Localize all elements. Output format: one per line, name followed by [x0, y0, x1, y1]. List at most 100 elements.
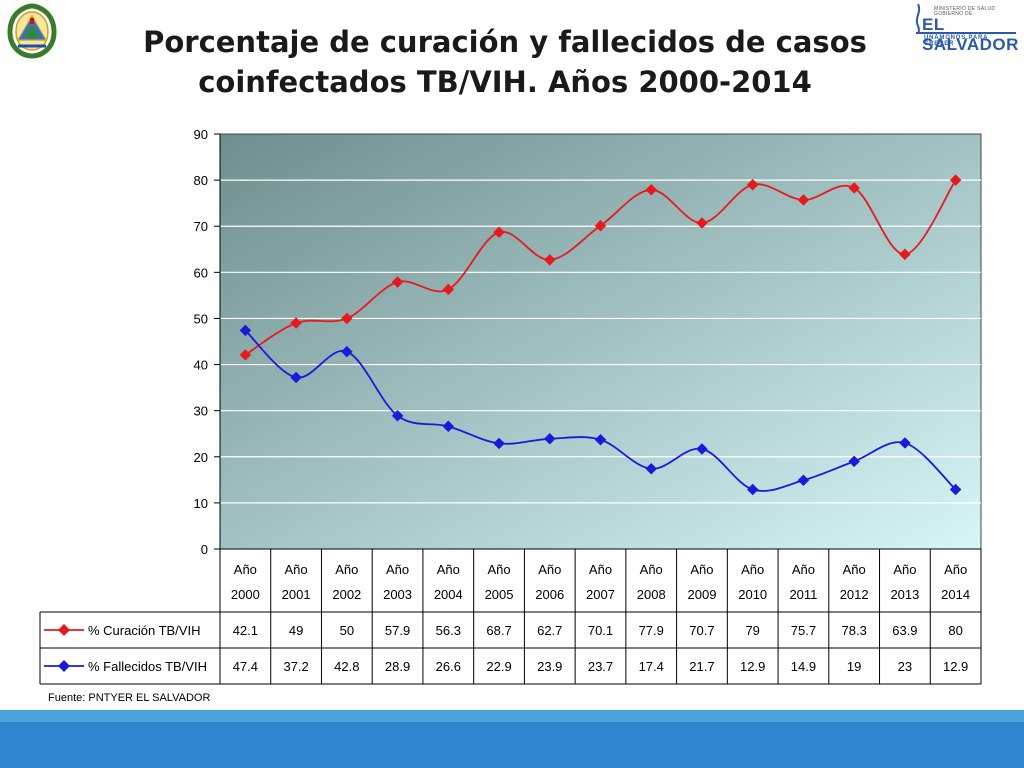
chart-title-line-1: Porcentaje de curación y fallecidos de c… [143, 25, 867, 59]
data-point-marker [594, 219, 607, 232]
data-point-marker [746, 178, 759, 191]
data-point-marker [391, 409, 404, 422]
x-tick-label: Año [893, 562, 916, 577]
logo-underline [916, 32, 1016, 34]
legend-label: % Curación TB/VIH [88, 623, 200, 638]
x-tick-label: 2008 [637, 587, 666, 602]
data-point-marker [340, 345, 353, 358]
data-point-marker [848, 455, 861, 468]
logo-slogan-text: UNÁMONOS PARA CRECER [924, 35, 989, 47]
el-salvador-coat-of-arms-logo [4, 2, 60, 60]
x-tick-label: 2005 [485, 587, 514, 602]
table-value: 79 [745, 623, 759, 638]
table-value: 28.9 [385, 659, 410, 674]
table-value: 42.1 [233, 623, 258, 638]
data-point-marker [797, 474, 810, 487]
table-value: 77.9 [639, 623, 664, 638]
data-point-marker [290, 371, 302, 384]
x-tick-label: 2013 [890, 587, 919, 602]
table-value: 63.9 [892, 623, 917, 638]
x-tick-label: 2012 [840, 587, 869, 602]
x-tick-label: 2007 [586, 587, 615, 602]
x-tick-label: Año [234, 562, 257, 577]
x-tick-label: Año [741, 562, 764, 577]
data-point-marker [696, 443, 708, 455]
table-value: 17.4 [639, 659, 664, 674]
data-point-marker [949, 483, 962, 496]
table-value: 12.9 [740, 659, 765, 674]
y-tick-label: 40 [194, 358, 208, 373]
data-point-marker [645, 183, 658, 196]
x-tick-label: Año [285, 562, 308, 577]
x-tick-label: Año [335, 562, 358, 577]
data-point-marker [797, 194, 810, 206]
x-tick-label: 2004 [434, 587, 463, 602]
table-value: 42.8 [334, 659, 359, 674]
table-value: 22.9 [486, 659, 511, 674]
data-point-marker [899, 248, 911, 261]
data-point-marker [696, 217, 708, 229]
x-tick-label: 2006 [535, 587, 564, 602]
table-value: 23.9 [537, 659, 562, 674]
table-value: 75.7 [791, 623, 816, 638]
table-value: 78.3 [842, 623, 867, 638]
x-tick-label: 2001 [282, 587, 311, 602]
table-value: 80 [948, 623, 962, 638]
x-tick-label: Año [386, 562, 409, 577]
chart-title: Porcentaje de curación y fallecidos de c… [120, 22, 890, 102]
data-point-marker [442, 283, 455, 296]
x-tick-label: Año [538, 562, 561, 577]
table-value: 50 [340, 623, 354, 638]
x-tick-label: 2003 [383, 587, 412, 602]
table-value: 56.3 [436, 623, 461, 638]
x-tick-label: 2011 [789, 587, 817, 602]
table-value: 19 [847, 659, 861, 674]
data-point-marker [899, 437, 911, 449]
logo-country-text: EL SALVADOR [922, 15, 1019, 54]
x-tick-label: Año [843, 562, 866, 577]
x-tick-label: 2002 [332, 587, 361, 602]
data-point-marker [746, 483, 759, 496]
ministerio-de-salud-logo: MINISTERIO DE SALUD GOBIERNO DE EL SALVA… [912, 2, 1020, 54]
x-tick-label: Año [437, 562, 460, 577]
data-point-marker [543, 254, 556, 266]
data-point-marker [340, 312, 353, 325]
legend-label: % Fallecidos TB/VIH [88, 659, 207, 674]
y-tick-label: 60 [194, 265, 208, 280]
x-tick-label: Año [944, 562, 967, 577]
table-value: 12.9 [943, 659, 968, 674]
data-point-marker [543, 432, 556, 445]
data-point-marker [493, 226, 505, 239]
table-value: 49 [289, 623, 303, 638]
data-point-marker [239, 324, 252, 337]
plot-area [219, 133, 982, 550]
data-point-marker [493, 437, 505, 450]
data-point-marker [442, 420, 455, 433]
x-tick-label: Año [487, 562, 510, 577]
table-value: 14.9 [791, 659, 816, 674]
x-tick-label: Año [690, 562, 713, 577]
x-tick-label: 2014 [941, 587, 970, 602]
x-tick-label: 2000 [231, 587, 260, 602]
data-point-marker [594, 433, 607, 446]
logo-government-text: GOBIERNO DE [934, 11, 973, 17]
logo-ministry-text: MINISTERIO DE SALUD [934, 6, 996, 12]
table-value: 68.7 [486, 623, 511, 638]
data-point-marker [239, 349, 252, 361]
y-tick-label: 80 [194, 173, 208, 188]
x-tick-label: 2009 [688, 587, 717, 602]
y-tick-label: 70 [194, 219, 208, 234]
source-note: Fuente: PNTYER EL SALVADOR [48, 692, 211, 704]
y-tick-label: 0 [201, 542, 208, 557]
y-tick-label: 30 [194, 404, 208, 419]
data-point-marker [949, 174, 962, 186]
x-tick-label: 2010 [738, 587, 767, 602]
data-point-marker [391, 276, 404, 288]
table-value: 57.9 [385, 623, 410, 638]
table-value: 70.7 [689, 623, 714, 638]
chart-title-line-2: coinfectados TB/VIH. Años 2000-2014 [198, 65, 812, 99]
table-value: 47.4 [233, 659, 258, 674]
data-point-marker [290, 317, 302, 329]
table-value: 37.2 [283, 659, 308, 674]
x-tick-label: Año [640, 562, 663, 577]
